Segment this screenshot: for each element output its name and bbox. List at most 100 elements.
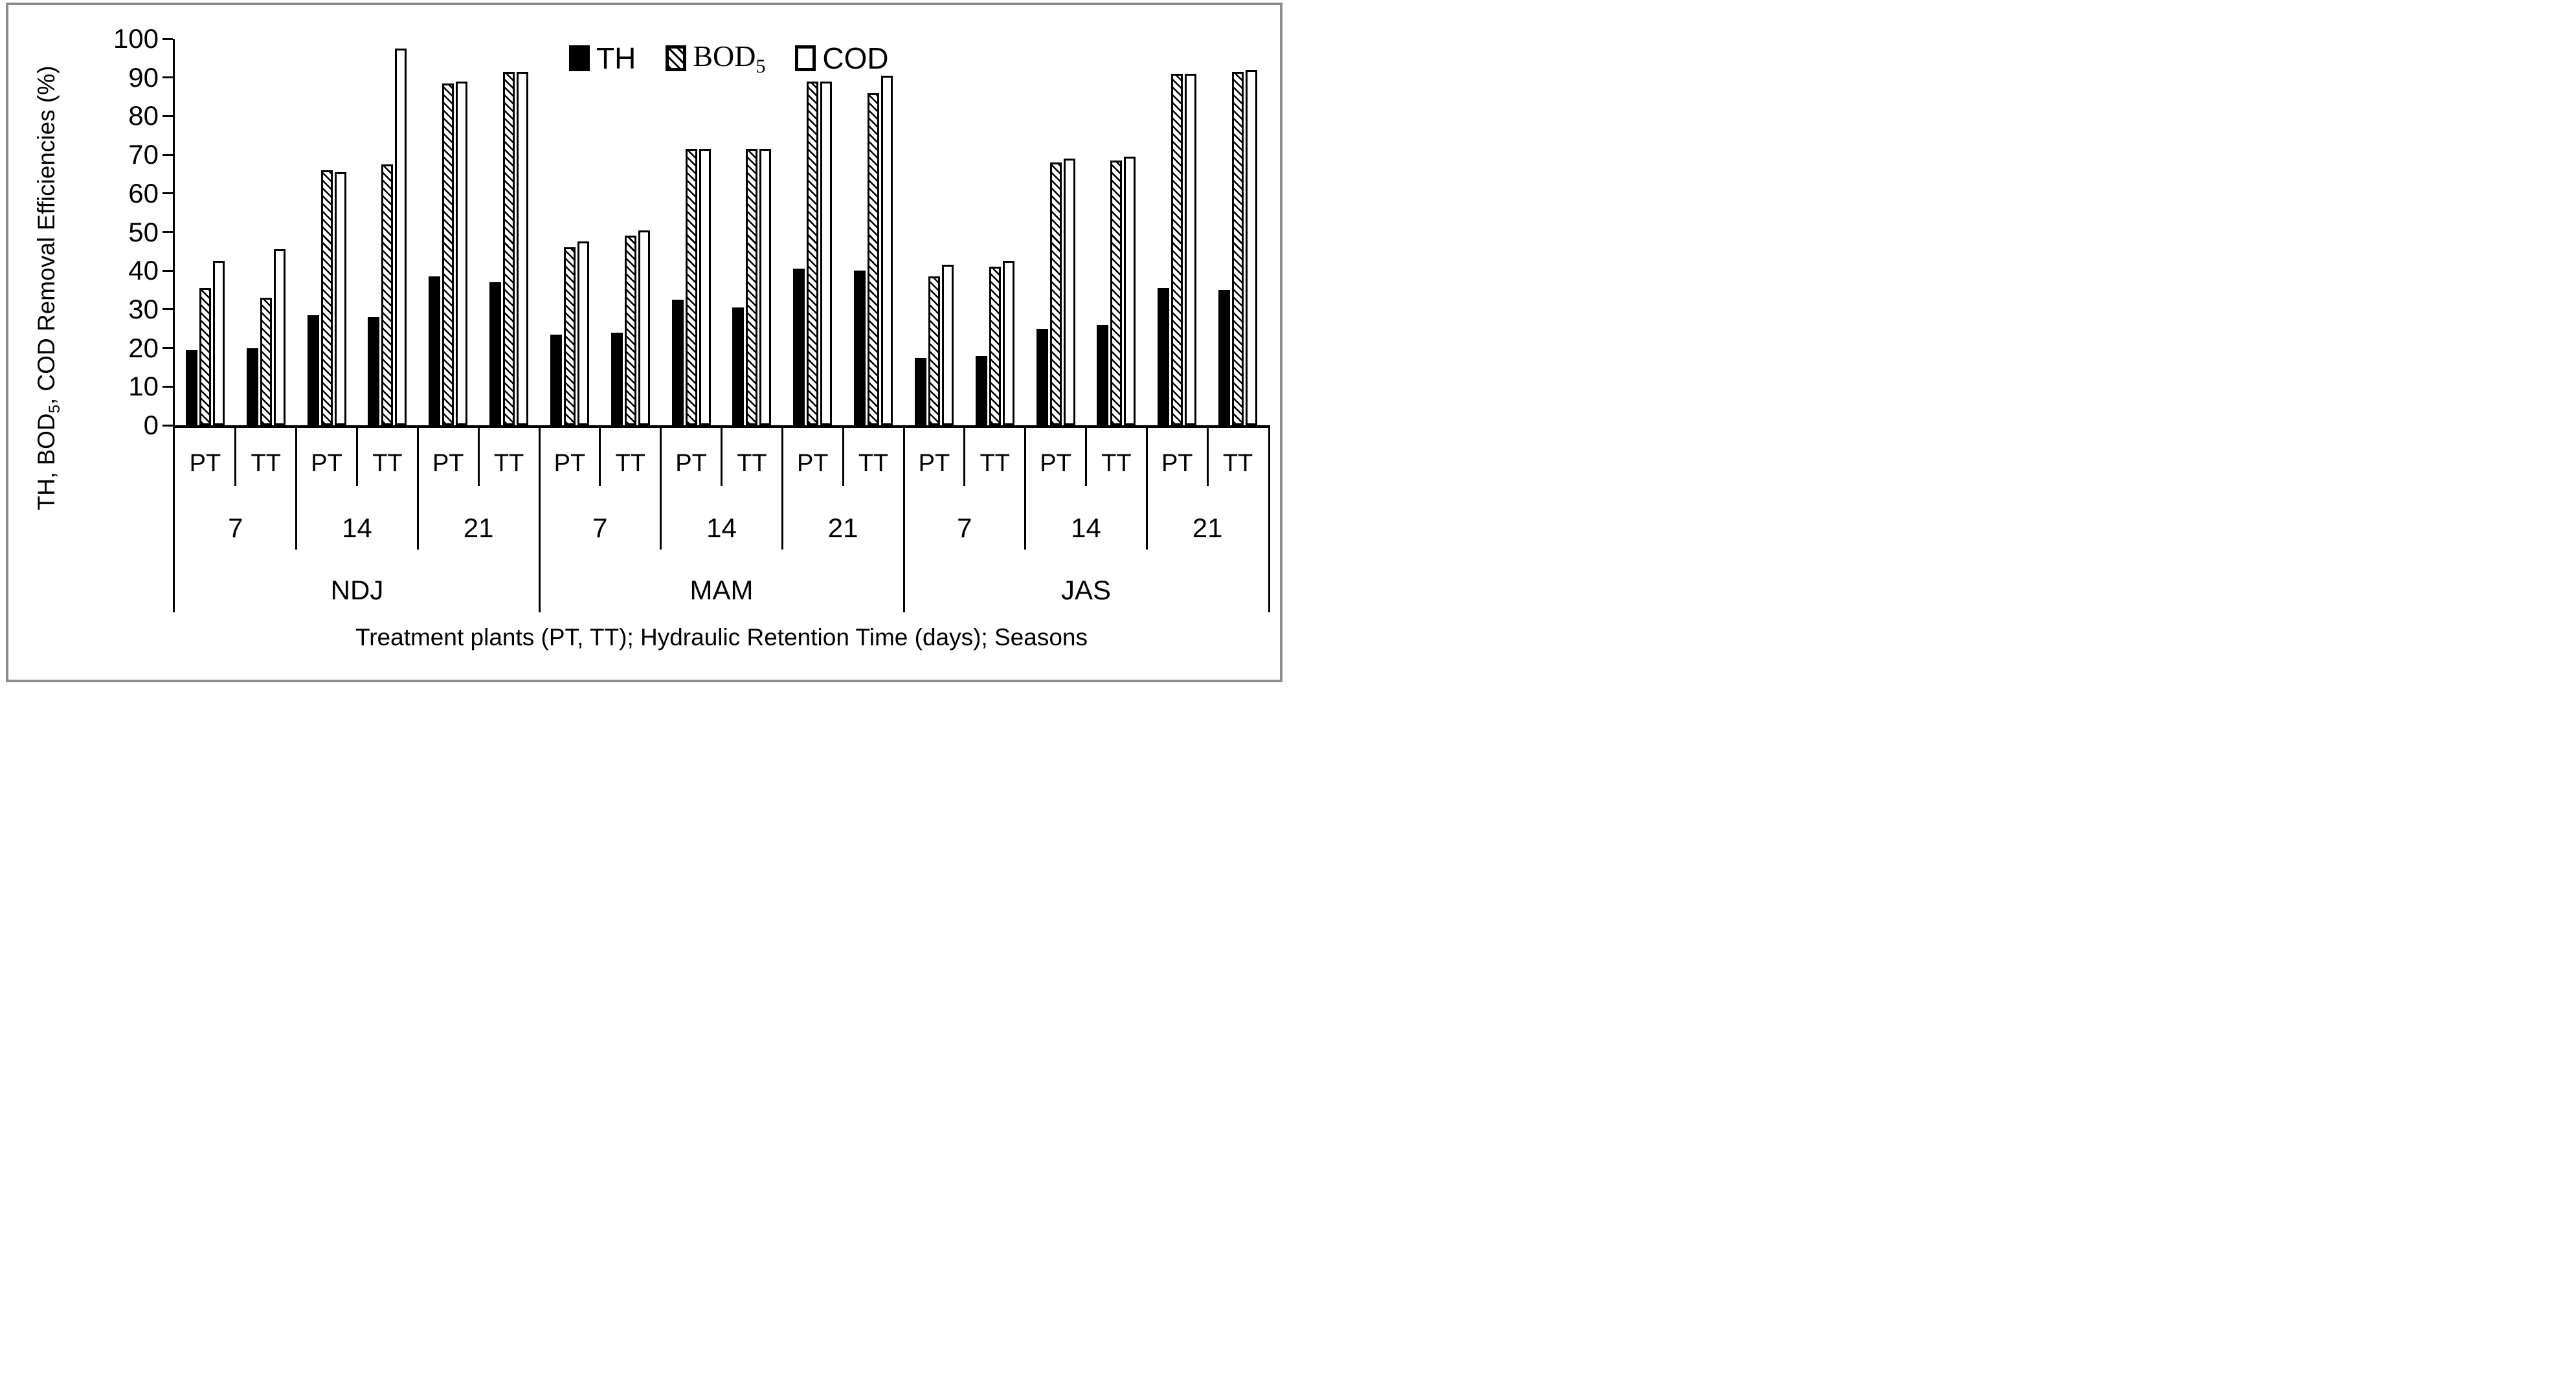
bar-bod5-mam-21-pt [807,81,819,425]
y-tick-mark [162,153,173,156]
axis-divider-hrt [660,425,662,550]
chart-canvas: TH, BOD5, COD Removal Efficiencies (%) T… [8,5,1280,680]
axis-divider-hrt [1145,425,1148,550]
y-tick-label: 60 [128,177,159,208]
y-tick-mark [162,424,173,427]
x-label-hrt: 14 [1071,513,1101,543]
bar-bod5-ndj-14-tt [381,164,394,425]
bar-cod-ndj-21-pt [456,81,468,425]
x-axis-title: Treatment plants (PT, TT); Hydraulic Ret… [355,624,1088,651]
bar-bod5-mam-7-pt [563,247,576,425]
axis-divider-plant [721,425,722,486]
x-label-hrt: 21 [827,513,858,543]
y-tick-label: 80 [128,100,159,131]
x-label-plant: TT [615,450,645,477]
chart-frame: TH, BOD5, COD Removal Efficiencies (%) T… [6,3,1282,682]
bar-th-ndj-7-tt [246,348,258,425]
axis-divider-right-edge [1268,425,1270,612]
axis-divider-plant [1206,425,1209,486]
bar-bod5-jas-7-tt [989,267,1001,425]
x-label-hrt: 14 [706,513,737,543]
bar-th-jas-14-pt [1036,328,1048,425]
bar-bod5-ndj-14-pt [320,170,333,425]
y-tick-mark [162,269,173,272]
x-label-season: JAS [1060,575,1112,605]
legend-label-cod: COD [822,41,889,76]
y-tick-mark [162,38,173,40]
y-tick-label: 90 [128,61,159,93]
bar-cod-jas-7-tt [1002,261,1014,425]
y-tick-label: 70 [128,139,159,170]
bar-cod-mam-21-tt [881,75,893,425]
axis-divider-hrt [416,425,419,550]
axis-divider-plant [356,425,358,486]
x-label-plant: TT [493,450,524,477]
x-label-plant: PT [311,450,342,477]
y-tick-label: 20 [128,332,159,363]
x-label-plant: TT [737,450,767,477]
x-label-plant: TT [858,450,889,477]
y-tick-label: 10 [128,371,159,402]
x-label-plant: PT [189,450,221,477]
x-label-plant: PT [1161,450,1193,477]
y-tick-mark [162,385,173,388]
bar-cod-jas-21-tt [1246,69,1258,425]
axis-divider-plant [1085,425,1087,486]
y-tick-mark [162,308,173,311]
bar-th-mam-21-pt [793,269,805,425]
bar-th-jas-21-tt [1218,290,1231,425]
bar-th-mam-21-tt [854,271,866,425]
y-tick-mark [162,115,173,117]
x-label-season: MAM [689,575,754,605]
bar-th-jas-7-pt [914,357,926,425]
x-label-hrt: 14 [342,513,372,543]
bar-bod5-mam-14-pt [685,149,697,425]
legend-swatch-diagonal-hatch-icon [666,45,687,72]
y-tick-mark [162,231,173,233]
bar-cod-jas-21-pt [1185,73,1197,425]
bar-th-mam-7-pt [550,334,562,425]
y-tick-label: 30 [128,293,159,324]
bar-cod-ndj-7-pt [212,261,225,425]
bar-cod-ndj-7-tt [273,249,286,425]
bar-th-ndj-14-pt [307,315,319,425]
bar-cod-ndj-14-pt [334,172,346,425]
bar-bod5-jas-21-tt [1232,71,1244,425]
axis-divider-season [902,425,905,612]
bar-cod-mam-21-pt [820,81,833,425]
x-label-plant: TT [1101,450,1132,477]
bar-th-ndj-21-pt [429,276,441,425]
bar-bod5-ndj-21-pt [442,83,454,425]
bar-th-mam-14-pt [671,299,684,425]
axis-divider-season [538,425,541,612]
axis-divider-plant [477,425,480,486]
axis-divider-hrt [295,425,298,550]
legend-swatch-solid-icon [569,45,590,72]
bar-cod-mam-7-tt [638,230,650,425]
x-label-hrt: 7 [228,513,243,543]
x-label-plant: PT [796,450,829,477]
x-label-plant: TT [251,450,281,477]
bar-bod5-mam-21-tt [868,93,880,425]
x-label-hrt: 7 [957,513,972,543]
x-label-plant: PT [918,450,950,477]
axis-divider-hrt [1024,425,1027,550]
bar-th-jas-21-pt [1158,288,1170,425]
legend-label-subscript: 5 [756,56,766,78]
bar-bod5-mam-7-tt [624,236,636,425]
bar-bod5-jas-21-pt [1171,73,1183,425]
y-tick-label: 40 [128,255,159,286]
x-label-hrt: 21 [1192,513,1223,543]
axis-divider-plant [234,425,237,486]
legend-item-bod: BOD5 [666,39,765,78]
y-tick-mark [162,347,173,350]
x-label-plant: PT [1040,450,1071,477]
legend-label-th: TH [596,41,636,76]
y-tick-label: 50 [128,216,159,247]
x-label-hrt: 7 [592,513,608,543]
bar-th-jas-14-tt [1097,324,1109,425]
chart-legend: TH BOD5 COD [569,39,889,78]
bar-cod-jas-7-pt [941,265,954,425]
legend-item-th: TH [569,41,636,76]
bar-bod5-jas-7-pt [928,276,940,425]
